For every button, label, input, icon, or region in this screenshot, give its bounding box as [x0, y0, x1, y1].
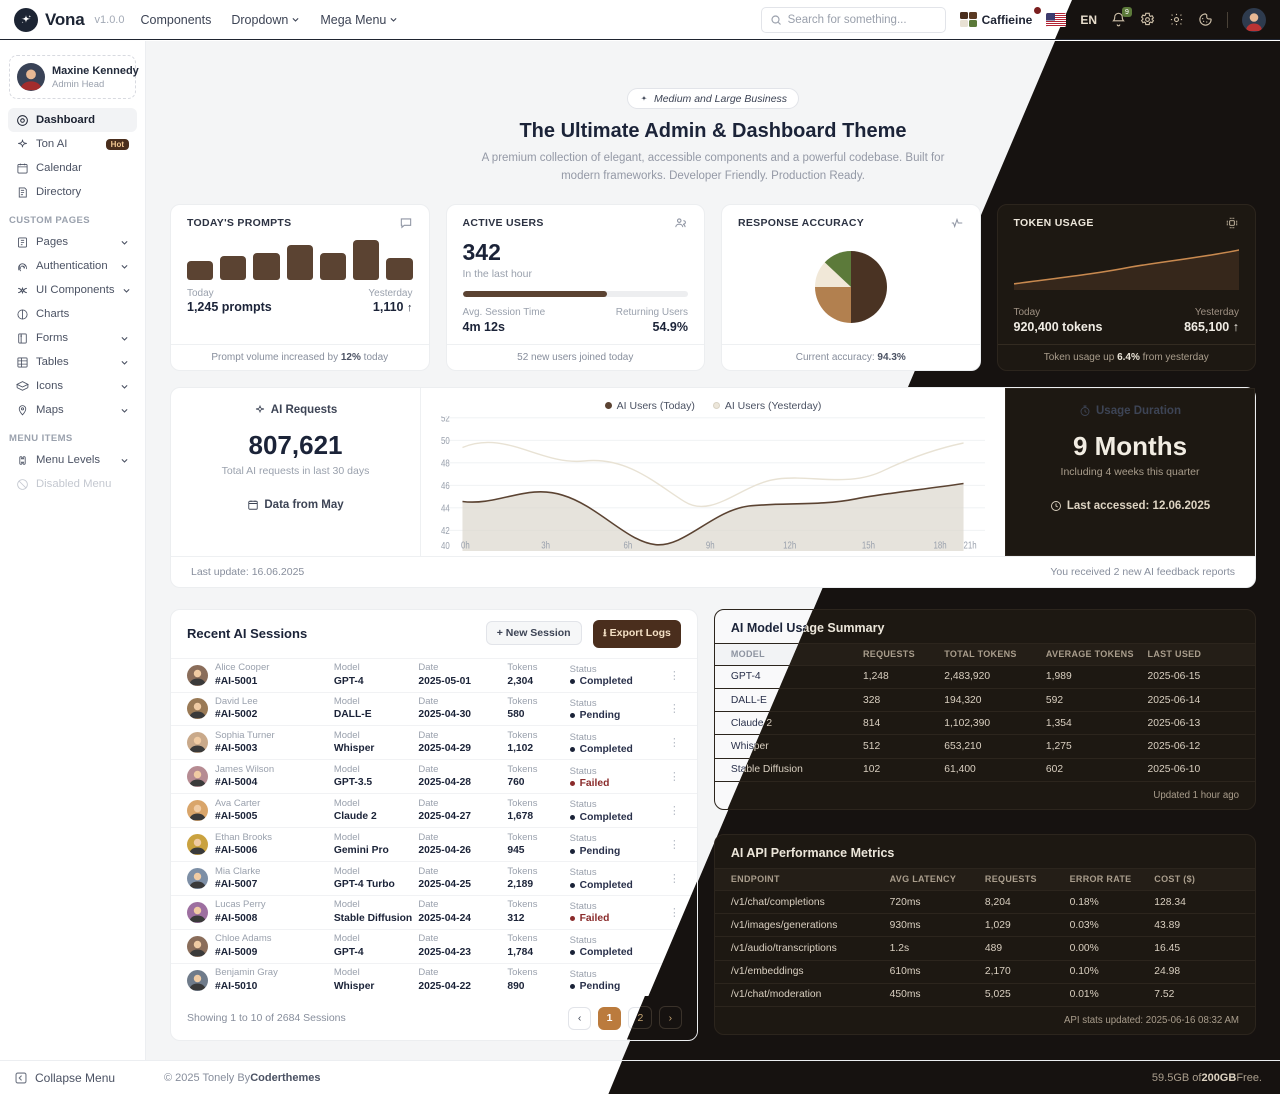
svg-text:42: 42	[441, 525, 450, 536]
svg-text:3h: 3h	[541, 539, 550, 550]
svg-text:44: 44	[441, 502, 450, 513]
svg-text:9h: 9h	[706, 539, 715, 550]
svg-text:40: 40	[441, 540, 450, 551]
svg-text:12h: 12h	[783, 539, 796, 550]
svg-text:6h: 6h	[624, 539, 633, 550]
svg-text:50: 50	[441, 435, 450, 446]
svg-text:52: 52	[441, 416, 450, 424]
svg-text:0h: 0h	[461, 539, 470, 550]
svg-text:15h: 15h	[862, 539, 875, 550]
svg-text:18h: 18h	[933, 539, 946, 550]
svg-text:46: 46	[441, 480, 450, 491]
svg-text:48: 48	[441, 457, 450, 468]
svg-text:21h: 21h	[964, 539, 977, 550]
